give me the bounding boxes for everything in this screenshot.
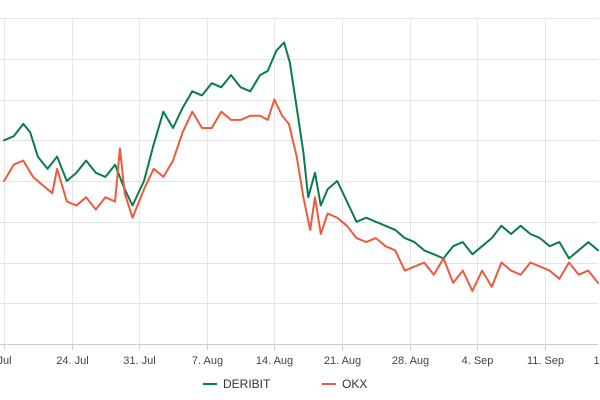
x-tick-label: 24. Jul (56, 355, 88, 367)
x-tick-label: 14. Aug (256, 355, 293, 367)
x-tick-label: 7. Aug (192, 355, 223, 367)
x-tick-label: 28. Aug (392, 355, 429, 367)
x-axis: Jul 24. Jul 31. Jul 7. Aug 14. Aug 21. Aug 28.… (0, 344, 600, 367)
legend[interactable]: DERIBIT OKX (203, 377, 367, 391)
grid (0, 18, 598, 345)
legend-item-okx[interactable]: OKX (322, 377, 367, 391)
plot-area (3, 41, 599, 292)
series-line-okx (3, 98, 599, 292)
legend-label: OKX (342, 377, 367, 391)
x-tick-label: 31. Jul (123, 355, 155, 367)
x-tick-label: Jul (0, 355, 12, 367)
x-tick-label: 11. Sep (527, 355, 564, 367)
series-line-deribit (3, 41, 599, 260)
x-tick-label: 21. Aug (324, 355, 361, 367)
legend-item-deribit[interactable]: DERIBIT (203, 377, 271, 391)
x-tick-label: 4. Sep (462, 355, 494, 367)
legend-label: DERIBIT (223, 377, 271, 391)
x-tick-label: 18. Sep (594, 355, 600, 367)
